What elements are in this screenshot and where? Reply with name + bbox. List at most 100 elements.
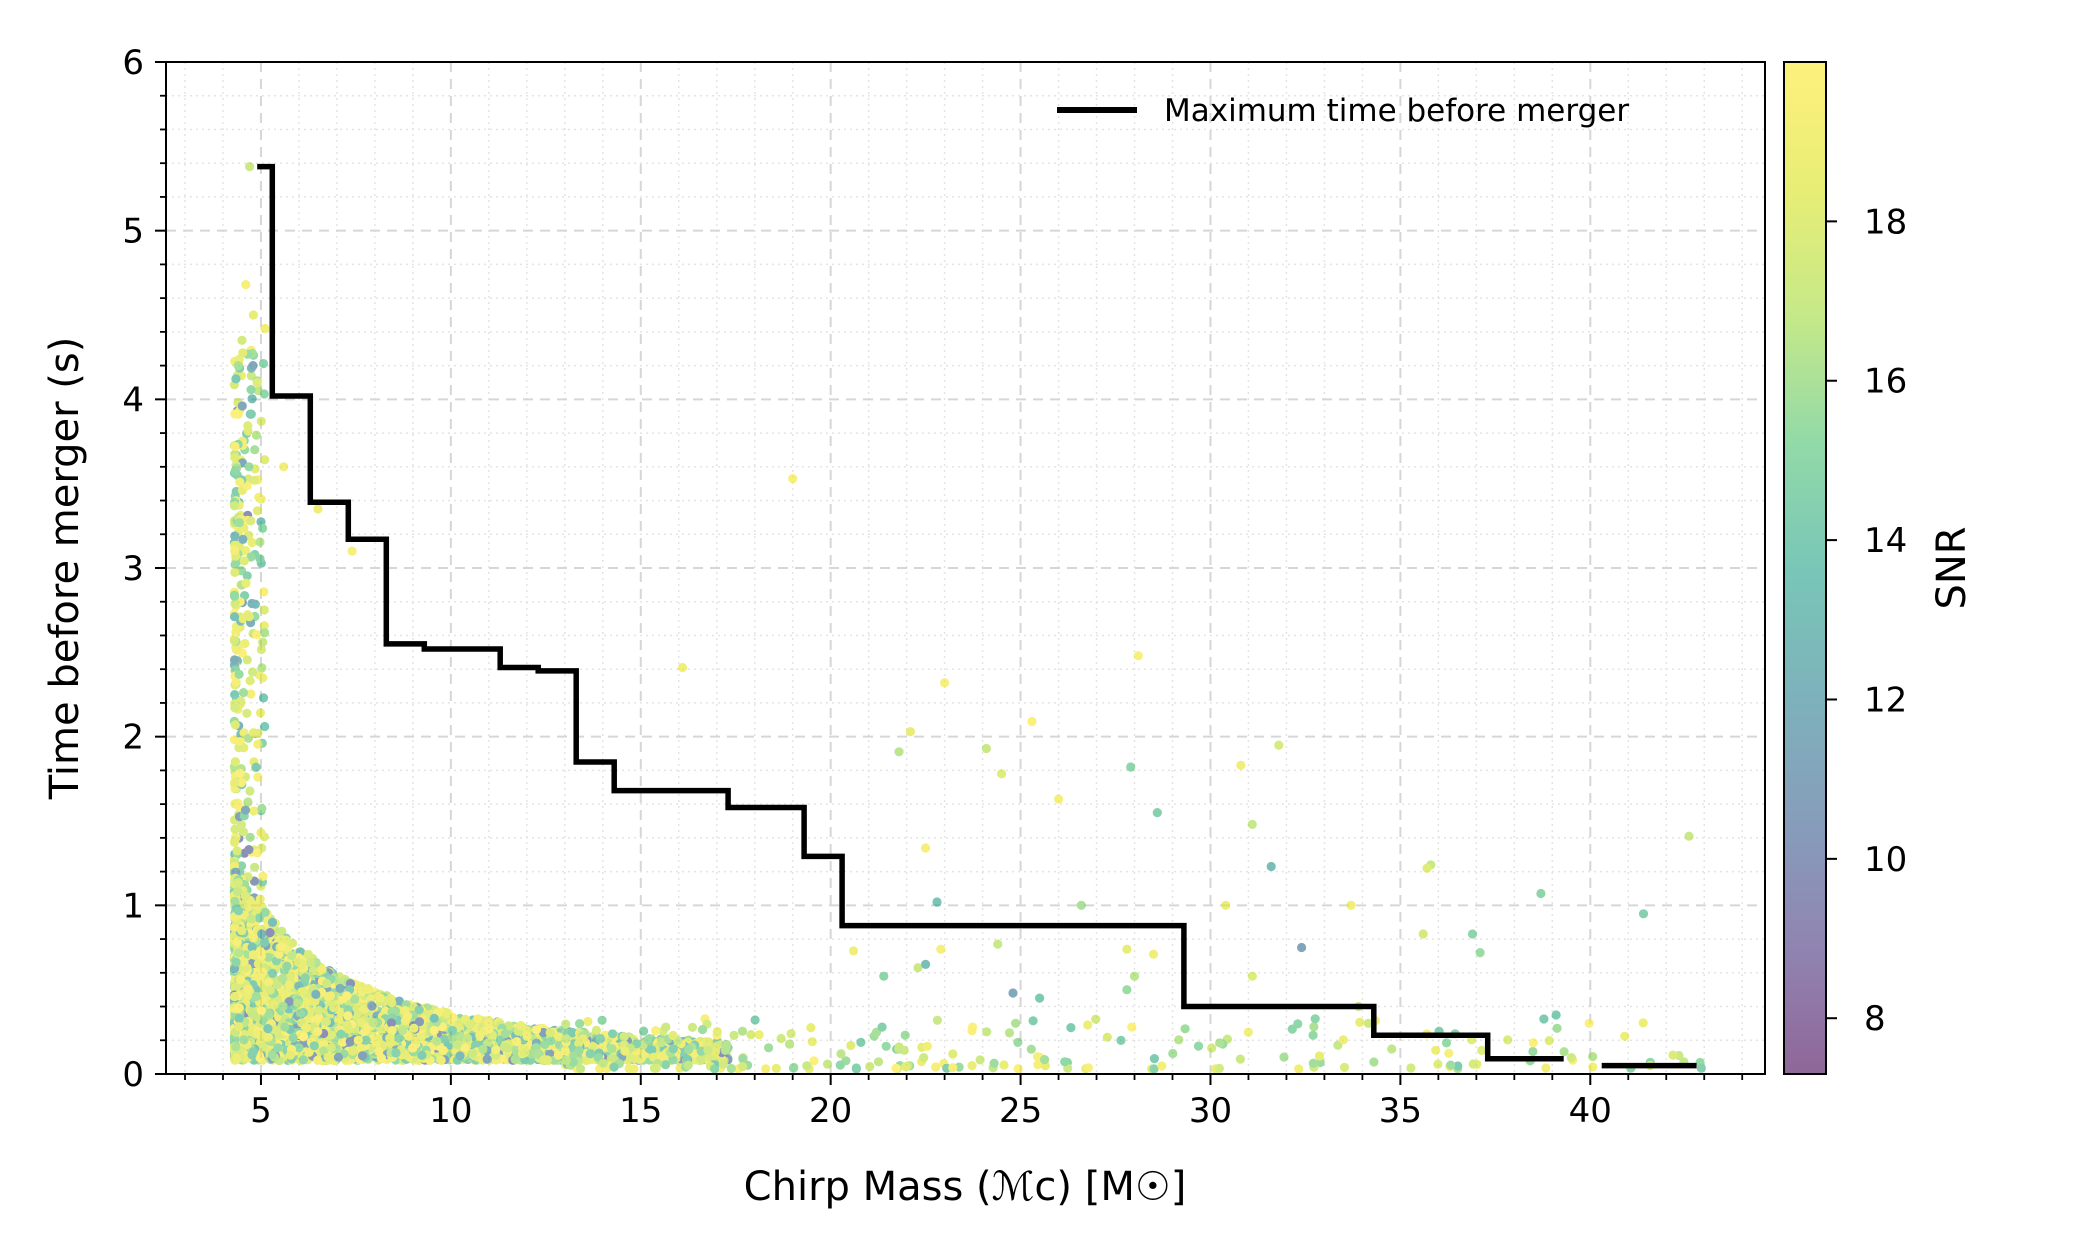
scatter-point	[1528, 1046, 1538, 1057]
scatter-point	[230, 545, 240, 555]
scatter-point	[1266, 861, 1276, 872]
scatter-point	[348, 1046, 358, 1056]
scatter-point	[333, 1052, 343, 1062]
x-tick-label: 10	[429, 1091, 472, 1131]
scatter-point	[253, 728, 263, 739]
colorbar-tick-label: 10	[1864, 840, 1907, 880]
scatter-point	[851, 1063, 861, 1073]
scatter-point	[1221, 900, 1231, 910]
scatter-point	[230, 441, 240, 452]
scatter-point	[901, 1062, 911, 1072]
scatter-point	[247, 667, 258, 677]
scatter-point	[1236, 760, 1246, 770]
colorbar: 8 10 12 14 16 18 SNR	[1783, 61, 1975, 1075]
scatter-point	[251, 762, 261, 772]
scatter-point	[391, 1048, 401, 1058]
scatter-point	[294, 1043, 304, 1053]
scatter-point	[1308, 1058, 1318, 1068]
scatter-point	[1122, 944, 1132, 954]
scatter-point	[1684, 831, 1694, 841]
scatter-point	[353, 1035, 363, 1045]
scatter-point	[229, 591, 240, 601]
scatter-point	[1011, 1018, 1021, 1028]
scatter-point	[764, 1043, 774, 1053]
scatter-point	[242, 571, 252, 581]
scatter-point	[386, 1018, 397, 1028]
scatter-point	[1369, 1057, 1379, 1067]
scatter-point	[278, 988, 288, 998]
scatter-point	[259, 621, 269, 631]
scatter-point	[729, 1030, 739, 1040]
colorbar-label: SNR	[1929, 526, 1975, 609]
scatter-point	[802, 1061, 812, 1071]
scatter-point	[1035, 993, 1045, 1003]
scatter-point	[475, 1030, 485, 1040]
scatter-point	[447, 1025, 458, 1036]
scatter-point	[660, 1060, 671, 1070]
scatter-point	[267, 968, 278, 979]
scatter-point	[1444, 1048, 1454, 1058]
scatter-point	[328, 1002, 339, 1013]
scatter-point	[452, 1040, 462, 1050]
scatter-point	[696, 1054, 706, 1064]
scatter-point	[239, 556, 249, 566]
scatter-point	[235, 736, 245, 746]
scatter-point	[387, 1026, 397, 1036]
scatter-point	[263, 1024, 273, 1034]
grid	[166, 61, 1765, 1075]
y-tick-label: 1	[122, 886, 144, 926]
scatter-point	[538, 1027, 549, 1038]
scatter-point	[256, 416, 266, 426]
scatter-point	[243, 991, 253, 1001]
scatter-point	[1102, 1032, 1112, 1042]
colorbar-frame	[1783, 61, 1827, 1075]
scatter-point	[231, 643, 241, 653]
scatter-point	[620, 1046, 630, 1056]
scatter-point	[260, 628, 270, 638]
scatter-point	[504, 1021, 514, 1031]
scatter-point	[278, 1001, 288, 1011]
scatter-point	[232, 846, 242, 856]
scatter-point	[1235, 1054, 1245, 1064]
scatter-point	[233, 878, 243, 888]
scatter-point	[522, 1031, 532, 1041]
y-tick-label: 4	[122, 380, 144, 420]
scatter-point	[539, 1055, 549, 1065]
scatter-point	[1027, 716, 1037, 727]
scatter-point	[726, 1063, 736, 1074]
scatter-point	[250, 862, 260, 872]
scatter-point	[257, 929, 267, 939]
scatter-point	[1247, 819, 1257, 830]
scatter-point	[414, 1005, 424, 1015]
scatter-point	[703, 1045, 713, 1055]
scatter-point	[1566, 1053, 1576, 1063]
scatter-point	[545, 1028, 555, 1038]
scatter-point	[771, 1063, 781, 1073]
scatter-point	[624, 1063, 634, 1074]
scatter-point	[738, 1062, 748, 1072]
scatter-point	[258, 359, 269, 369]
scatter-point	[256, 494, 266, 504]
scatter-point	[230, 703, 240, 713]
scatter-point	[776, 1033, 786, 1044]
colorbar-tick-label: 16	[1864, 362, 1907, 402]
scatter-point	[561, 1019, 571, 1029]
scatter-point	[683, 1060, 693, 1070]
scatter-point	[298, 1055, 308, 1065]
scatter-point	[1013, 1064, 1023, 1074]
scatter-point	[253, 1029, 263, 1039]
scatter-point	[1668, 1050, 1678, 1060]
scatter-point	[252, 848, 262, 858]
scatter-point	[235, 477, 245, 487]
scatter-point	[1126, 762, 1136, 772]
scatter-point	[948, 1049, 958, 1059]
scatter-point	[319, 1046, 329, 1056]
scatter-point	[242, 655, 252, 665]
scatter-point	[263, 1032, 273, 1042]
scatter-point	[606, 1054, 616, 1064]
scatter-point	[313, 504, 323, 514]
scatter-point	[746, 1030, 756, 1040]
scatter-point	[639, 1026, 649, 1036]
scatter-point	[784, 1039, 795, 1049]
scatter-point	[574, 1038, 584, 1048]
